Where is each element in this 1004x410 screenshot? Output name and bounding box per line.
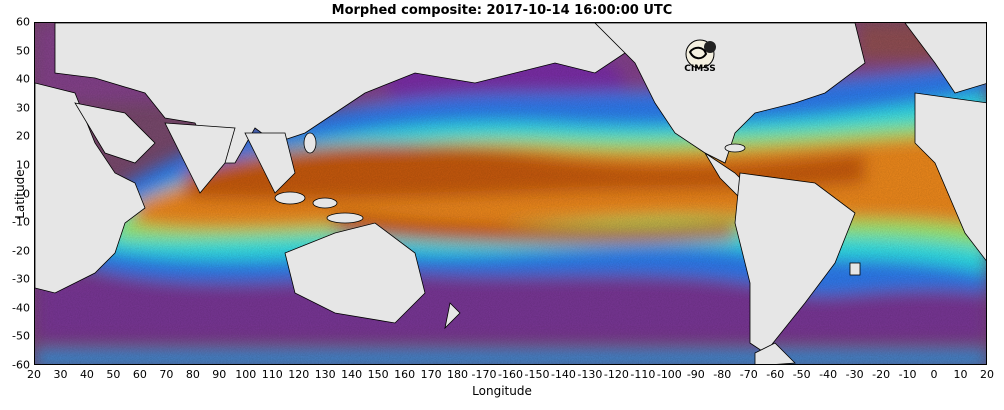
x-tick-label: 70 <box>159 368 174 381</box>
x-tick-label: -70 <box>739 368 758 381</box>
x-tick-label: 30 <box>53 368 68 381</box>
tpw-map <box>35 23 986 364</box>
x-tick-label: -90 <box>686 368 705 381</box>
arabia-landmass <box>74 102 156 164</box>
y-tick-label: 50 <box>16 44 30 58</box>
y-tick-label: -10 <box>12 215 30 229</box>
north-atlantic-landmass <box>904 23 986 94</box>
y-tick-label: 20 <box>16 129 30 143</box>
x-tick-label: 120 <box>288 368 310 381</box>
x-tick-label: -30 <box>845 368 864 381</box>
y-tick-label: -30 <box>12 272 30 286</box>
y-tick-label: 30 <box>16 101 30 115</box>
south-america-landmass <box>734 172 856 354</box>
x-tick-label: 80 <box>185 368 200 381</box>
y-axis-label: Latitude <box>13 169 27 219</box>
x-tick-label: 140 <box>341 368 363 381</box>
x-tick-label: 100 <box>235 368 257 381</box>
y-tick-label: -20 <box>12 244 30 258</box>
africa-landmass <box>35 82 146 294</box>
map-title: Morphed composite: 2017-10-14 16:00:00 U… <box>331 3 673 18</box>
x-tick-label: 180 <box>447 368 469 381</box>
y-tick-label: -50 <box>12 329 30 343</box>
x-tick-label: 110 <box>261 368 283 381</box>
x-tick-label: -150 <box>524 368 550 381</box>
y-tick-label: 0 <box>23 187 30 200</box>
x-tick-label: 90 <box>212 368 227 381</box>
land-masses <box>35 23 986 364</box>
y-tick-label: -40 <box>12 301 30 315</box>
x-tick-label: 10 <box>953 368 968 381</box>
y-tick-label: 40 <box>16 72 30 86</box>
x-tick-label: -170 <box>471 368 497 381</box>
y-tick-label: 10 <box>16 158 30 172</box>
x-tick-label: -130 <box>577 368 603 381</box>
x-tick-label: -10 <box>898 368 917 381</box>
x-tick-label: -140 <box>550 368 576 381</box>
australia-landmass <box>284 222 426 324</box>
x-tick-label: -60 <box>766 368 785 381</box>
x-tick-label: 130 <box>314 368 336 381</box>
map-plot-area <box>34 22 987 365</box>
y-tick-label: -60 <box>12 358 30 372</box>
x-tick-label: 40 <box>79 368 94 381</box>
x-tick-label: 60 <box>132 368 147 381</box>
antarctica-landmass <box>754 342 796 364</box>
x-tick-label: 50 <box>106 368 121 381</box>
svg-text:CIMSS: CIMSS <box>684 64 715 74</box>
cimss-logo: CIMSS <box>676 38 724 78</box>
x-tick-label: 0 <box>930 368 938 381</box>
x-tick-label: -160 <box>498 368 523 381</box>
x-tick-label: -100 <box>656 368 682 381</box>
x-tick-label: -80 <box>713 368 732 381</box>
x-tick-label: -120 <box>603 368 629 381</box>
x-tick-label: 170 <box>420 368 442 381</box>
north-america-landmass <box>594 23 866 164</box>
india-landmass <box>164 122 236 194</box>
indochina-landmass <box>244 132 296 194</box>
new-zealand-landmass <box>444 302 461 330</box>
west-africa-landmass <box>914 92 986 262</box>
x-tick-label: -50 <box>792 368 811 381</box>
x-tick-label: 20 <box>27 368 41 381</box>
x-tick-label: -40 <box>819 368 838 381</box>
x-axis-label: Longitude <box>472 384 532 398</box>
x-tick-label: 160 <box>394 368 416 381</box>
y-tick-label: 60 <box>16 15 30 29</box>
x-tick-label: -110 <box>630 368 656 381</box>
x-tick-label: 20 <box>980 368 994 381</box>
x-tick-label: -20 <box>872 368 891 381</box>
x-tick-label: 150 <box>367 368 389 381</box>
